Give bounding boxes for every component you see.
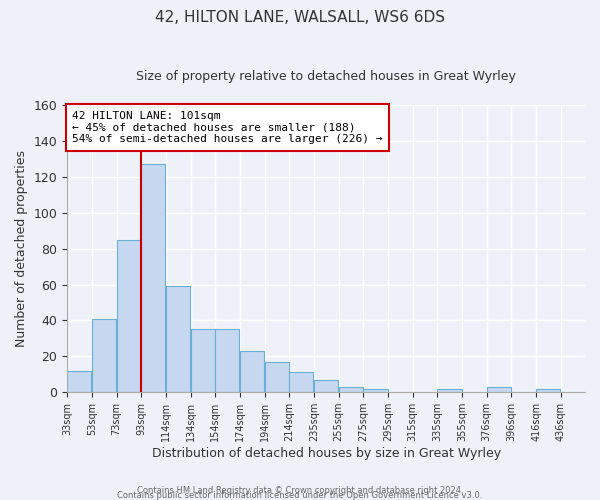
Bar [215, 330, 239, 392]
Bar [364, 388, 388, 392]
Text: Contains HM Land Registry data © Crown copyright and database right 2024.: Contains HM Land Registry data © Crown c… [137, 486, 463, 495]
Y-axis label: Number of detached properties: Number of detached properties [15, 150, 28, 347]
Bar [92, 318, 116, 392]
Bar [240, 351, 264, 392]
Bar [67, 370, 91, 392]
Title: Size of property relative to detached houses in Great Wyrley: Size of property relative to detached ho… [136, 70, 516, 83]
Bar [141, 164, 166, 392]
Bar [314, 380, 338, 392]
Bar [536, 388, 560, 392]
Text: 42, HILTON LANE, WALSALL, WS6 6DS: 42, HILTON LANE, WALSALL, WS6 6DS [155, 10, 445, 25]
Bar [265, 362, 289, 392]
Bar [487, 387, 511, 392]
Bar [116, 240, 141, 392]
Bar [166, 286, 190, 392]
Bar [338, 387, 363, 392]
X-axis label: Distribution of detached houses by size in Great Wyrley: Distribution of detached houses by size … [152, 447, 500, 460]
Text: Contains public sector information licensed under the Open Government Licence v3: Contains public sector information licen… [118, 491, 482, 500]
Bar [191, 330, 215, 392]
Bar [289, 372, 313, 392]
Text: 42 HILTON LANE: 101sqm
← 45% of detached houses are smaller (188)
54% of semi-de: 42 HILTON LANE: 101sqm ← 45% of detached… [73, 110, 383, 144]
Bar [437, 388, 461, 392]
